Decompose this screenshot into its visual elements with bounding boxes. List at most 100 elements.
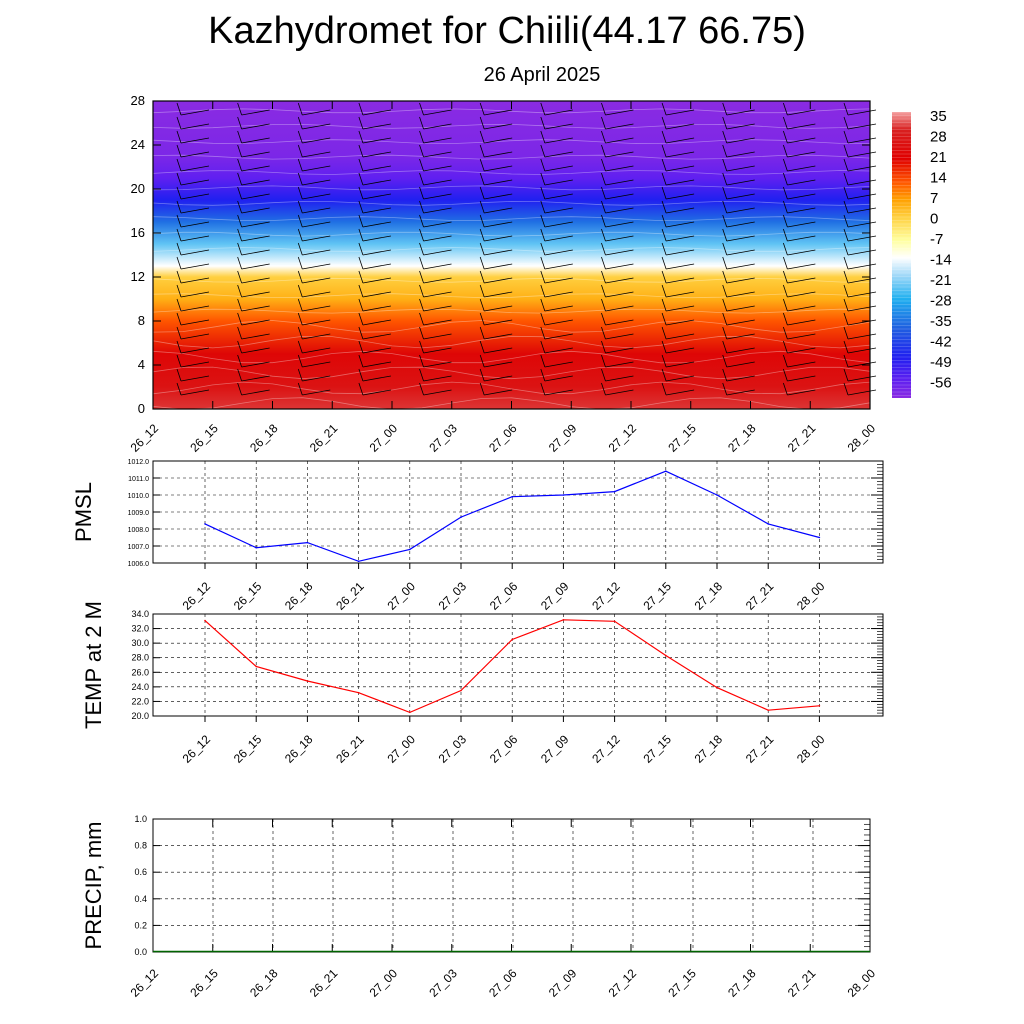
wind-barb xyxy=(544,361,573,368)
wind-barb xyxy=(302,151,331,158)
wind-barb xyxy=(544,193,573,200)
wind-barb-flag xyxy=(782,382,788,396)
ytick-label: 0.4 xyxy=(134,894,147,904)
wind-barb xyxy=(605,277,634,284)
wind-barb xyxy=(180,137,210,144)
wind-barb-flag xyxy=(540,116,546,130)
wind-barb xyxy=(180,333,210,340)
wind-barb xyxy=(423,291,452,298)
wind-barb-flag xyxy=(358,256,364,270)
wind-barb-flag xyxy=(297,298,303,312)
wind-barb xyxy=(302,305,331,312)
wind-barb-flag xyxy=(237,312,243,326)
wind-barb xyxy=(180,179,210,186)
wind-barb xyxy=(241,263,270,270)
wind-barb xyxy=(605,389,634,396)
wind-barb xyxy=(847,305,877,312)
cross-section-xtick-label: 27_12 xyxy=(606,421,640,455)
wind-barb-flag xyxy=(297,270,303,284)
wind-barb-flag xyxy=(661,368,667,382)
wind-barb xyxy=(302,389,331,396)
xtick-label: 27_03 xyxy=(436,579,470,613)
xtick-label: 27_12 xyxy=(606,966,640,1000)
wind-barb-flag xyxy=(237,368,243,382)
wind-barb xyxy=(423,235,452,242)
wind-barb xyxy=(605,249,634,256)
wind-barb-flag xyxy=(601,284,606,298)
xtick-label: 27_15 xyxy=(640,732,674,766)
wind-barb xyxy=(544,137,573,144)
wind-barb-flag xyxy=(176,144,182,158)
wind-barb xyxy=(726,249,755,256)
wind-barb xyxy=(362,277,391,284)
wind-barb xyxy=(666,277,695,284)
wind-barb-flag xyxy=(843,186,849,200)
wind-barb-flag xyxy=(722,256,728,270)
wind-barb xyxy=(787,347,816,354)
wind-barb xyxy=(362,137,391,144)
cross-section-contour xyxy=(152,308,871,314)
wind-barb-flag xyxy=(661,326,667,340)
wind-barb xyxy=(484,249,513,256)
wind-barb-flag xyxy=(358,214,364,228)
wind-barb-flag xyxy=(722,214,728,228)
wind-barb-flag xyxy=(722,200,728,214)
wind-barb xyxy=(605,263,634,270)
colorbar-label: 35 xyxy=(930,108,947,125)
wind-barb-flag xyxy=(479,368,485,382)
wind-barb xyxy=(544,389,573,396)
wind-barb xyxy=(302,109,331,116)
cross-section-xtick-label: 27_09 xyxy=(546,421,580,455)
wind-barb-flag xyxy=(297,340,303,354)
wind-barb xyxy=(484,347,513,354)
wind-barb-flag xyxy=(419,326,424,340)
wind-barb xyxy=(241,291,270,298)
wind-barb xyxy=(544,319,573,326)
wind-barb-flag xyxy=(237,340,243,354)
xtick-label: 26_18 xyxy=(282,579,316,613)
wind-barb-flag xyxy=(601,270,606,284)
wind-barb-flag xyxy=(782,312,788,326)
xtick-label: 27_03 xyxy=(426,966,460,1000)
wind-barb-flag xyxy=(601,228,606,242)
wind-barb-flag xyxy=(358,284,364,298)
wind-barb-flag xyxy=(661,116,667,130)
wind-barb-flag xyxy=(782,326,788,340)
wind-barb-flag xyxy=(479,270,485,284)
wind-barb-flag xyxy=(540,270,546,284)
wind-barb-flag xyxy=(479,214,485,228)
cross-section-contour xyxy=(152,216,871,222)
wind-barb-flag xyxy=(479,186,485,200)
wind-barb-flag xyxy=(782,172,788,186)
wind-barb xyxy=(847,207,877,214)
wind-barb-flag xyxy=(176,172,182,186)
wind-barb xyxy=(484,221,513,228)
wind-barb-flag xyxy=(479,312,485,326)
xtick-label: 27_18 xyxy=(692,579,726,613)
wind-barb-flag xyxy=(176,256,182,270)
wind-barb xyxy=(847,319,877,326)
precipitation-panel: 0.0 0.2 0.4 0.6 0.8 1.0 26_12 26_15 26_18 26_21 27… xyxy=(81,814,878,1000)
wind-barb-flag xyxy=(722,130,728,144)
wind-barb xyxy=(666,375,695,382)
wind-barb xyxy=(847,375,877,382)
wind-barb xyxy=(726,207,755,214)
wind-barb-flag xyxy=(297,382,303,396)
wind-barb-flag xyxy=(601,102,606,116)
wind-barb-flag xyxy=(782,340,788,354)
wind-barb-flag xyxy=(782,368,788,382)
wind-barb xyxy=(605,319,634,326)
wind-barb-flag xyxy=(237,382,243,396)
wind-barb xyxy=(362,375,391,382)
wind-barb-flag xyxy=(419,298,424,312)
wind-barb xyxy=(666,347,695,354)
xtick-label: 27_21 xyxy=(785,966,819,1000)
wind-barb xyxy=(605,333,634,340)
wind-barb-flag xyxy=(782,102,788,116)
wind-barb-flag xyxy=(237,116,243,130)
colorbar-label: -7 xyxy=(930,231,943,248)
cross-section-ytick-label: 4 xyxy=(138,357,145,372)
wind-barb xyxy=(544,123,573,130)
wind-barb xyxy=(605,179,634,186)
ytick-label: 1011.0 xyxy=(128,476,149,483)
